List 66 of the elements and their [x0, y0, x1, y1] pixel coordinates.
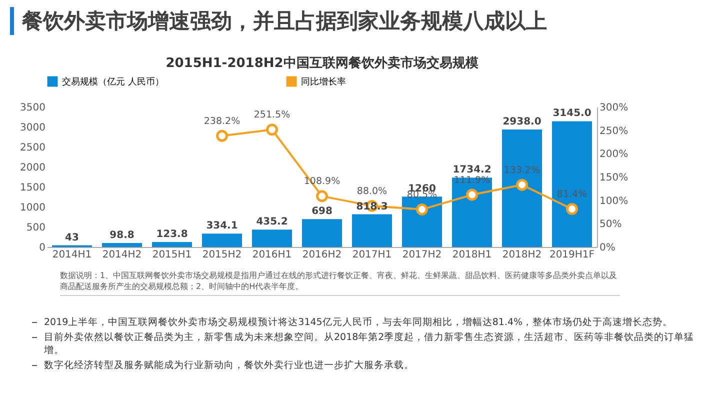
data-label: 98.8 — [110, 230, 134, 242]
y2-tick-label: 250% — [600, 126, 628, 137]
x-tick-label: 2017H2 — [402, 250, 442, 260]
x-tick-label: 2017H1 — [352, 250, 392, 260]
y2-tick-label: 100% — [600, 196, 628, 207]
point — [416, 203, 428, 216]
data-label: 251.5% — [254, 110, 290, 121]
x-tick-label: 2015H1 — [152, 250, 192, 260]
bar — [502, 129, 542, 247]
y-tick-label: 500 — [26, 222, 46, 234]
bar — [302, 219, 342, 247]
data-label: 43 — [65, 232, 79, 244]
y-tick-label: 3500 — [20, 102, 46, 114]
y-tick-label: 1500 — [20, 182, 46, 194]
point — [316, 190, 328, 202]
chart-title: 餐饮外卖市场增速强劲，并且占据到家业务规模八成以上 — [22, 8, 547, 35]
data-label: 123.8 — [156, 229, 188, 240]
point — [566, 203, 578, 215]
point — [266, 124, 278, 136]
x-tick-label: 2016H1 — [252, 250, 292, 260]
y2-tick-label: 50% — [600, 219, 622, 230]
x-tick-label: 2014H1 — [52, 250, 92, 260]
bar — [152, 242, 192, 247]
data-label: 88.0% — [356, 186, 388, 197]
text: 2019上半年，中国互联网餐饮外卖市场交易规模预计将达3145亿元人民币，与去年同期相比，增幅达81.4%，整体市场仍处于高速增长态势。 — [30, 316, 705, 329]
x-tick-label: 2014H2 — [102, 250, 142, 260]
text: 目前外卖依然以餐饮正餐品类为主，新零售成为未来想象空间。从2018年第2季度起，借力新零售生态资源，生活超市、医药等非餐饮品类的订单猛增。 — [30, 331, 705, 357]
text: 数字化经济转型及服务赋能成为行业新动向，餐饮外卖行业也进一步扩大服务承载。 — [30, 359, 705, 372]
bar — [202, 234, 242, 247]
y-tick-label: 0 — [39, 242, 46, 254]
data-label: 698 — [312, 206, 332, 218]
bar — [252, 230, 292, 247]
data-label: 3145.0 — [552, 108, 592, 120]
y2-tick-label: 0% — [600, 242, 616, 254]
y-tick-label: 1000 — [20, 202, 46, 214]
bar — [352, 214, 392, 247]
x-tick-label: 2018H1 — [452, 250, 492, 260]
text: 数据说明：1、中国互联网餐饮外卖市场交易规模是指用户通过在线的形式进行餐饮正餐、宵夜、鲜花、生鲜果蔬、甜品饮料、医药健康等多品类外卖点单以及商品配送服务所产生的交易规模总额；2、时间轴中的H代表半年度。 — [60, 270, 620, 296]
data-label: 111.9% — [454, 174, 490, 186]
point — [216, 130, 228, 142]
x-tick-label: 2018H2 — [502, 250, 542, 260]
x-tick-label: 2016H2 — [302, 250, 342, 260]
point — [516, 178, 528, 191]
data-label: 81.4% — [556, 189, 588, 200]
y-tick-label: 3000 — [20, 122, 46, 134]
y2-tick-label: 200% — [600, 149, 628, 160]
data-label: 435.2 — [256, 216, 288, 228]
y-tick-label: 2000 — [20, 162, 46, 174]
y2-tick-label: 150% — [600, 172, 628, 184]
data-label: 238.2% — [204, 116, 240, 127]
x-tick-label: 2015H2 — [202, 250, 242, 260]
data-label: 133.2% — [504, 164, 540, 176]
y-tick-label: 2500 — [20, 142, 46, 154]
data-label: 1734.2 — [452, 164, 492, 176]
point — [466, 188, 478, 201]
bar — [452, 178, 492, 247]
legend-label: 同比增长率 — [301, 76, 346, 88]
data-label: 334.1 — [206, 220, 238, 232]
y2-tick-label: 300% — [600, 102, 628, 114]
x-tick-label: 2019H1F — [549, 250, 595, 260]
legend-label: 交易规模（亿元 人民币） — [62, 76, 164, 88]
bar — [102, 243, 142, 247]
chart-subtitle: 2015H1-2018H2中国互联网餐饮外卖市场交易规模 — [166, 55, 478, 71]
bar — [552, 121, 592, 247]
bar — [402, 196, 442, 247]
data-label: 2938.0 — [502, 116, 542, 128]
